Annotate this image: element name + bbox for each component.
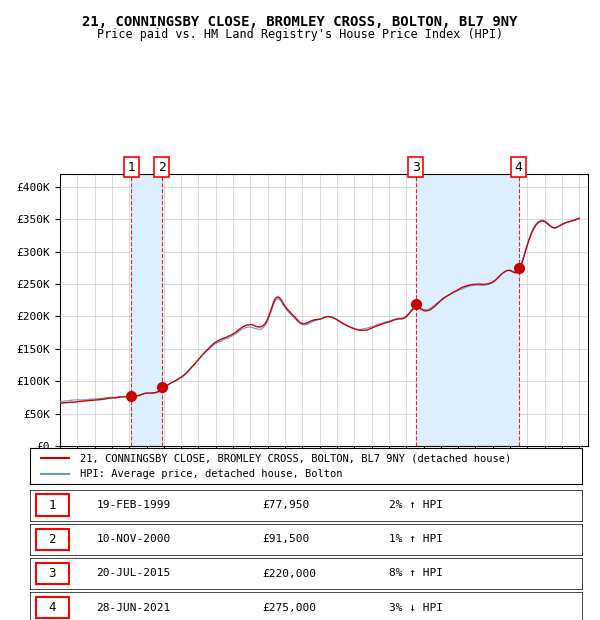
FancyBboxPatch shape (35, 563, 68, 584)
FancyBboxPatch shape (35, 528, 68, 551)
Text: 19-FEB-1999: 19-FEB-1999 (96, 500, 170, 510)
Text: 21, CONNINGSBY CLOSE, BROMLEY CROSS, BOLTON, BL7 9NY: 21, CONNINGSBY CLOSE, BROMLEY CROSS, BOL… (82, 16, 518, 30)
Text: £275,000: £275,000 (262, 603, 316, 613)
Text: 3% ↓ HPI: 3% ↓ HPI (389, 603, 443, 613)
Text: Price paid vs. HM Land Registry's House Price Index (HPI): Price paid vs. HM Land Registry's House … (97, 28, 503, 41)
Text: 4: 4 (515, 161, 523, 174)
Text: 2: 2 (158, 161, 166, 174)
FancyBboxPatch shape (35, 495, 68, 516)
Text: 20-JUL-2015: 20-JUL-2015 (96, 569, 170, 578)
Text: £220,000: £220,000 (262, 569, 316, 578)
Bar (131, 174, 161, 446)
Text: 4: 4 (49, 601, 56, 614)
Text: 1% ↑ HPI: 1% ↑ HPI (389, 534, 443, 544)
Text: 3: 3 (49, 567, 56, 580)
Text: £91,500: £91,500 (262, 534, 309, 544)
Text: £77,950: £77,950 (262, 500, 309, 510)
Text: 21, CONNINGSBY CLOSE, BROMLEY CROSS, BOLTON, BL7 9NY (detached house): 21, CONNINGSBY CLOSE, BROMLEY CROSS, BOL… (80, 453, 511, 463)
Text: 28-JUN-2021: 28-JUN-2021 (96, 603, 170, 613)
Bar (416, 174, 518, 446)
Text: 2: 2 (49, 533, 56, 546)
Text: HPI: Average price, detached house, Bolton: HPI: Average price, detached house, Bolt… (80, 469, 342, 479)
Text: 10-NOV-2000: 10-NOV-2000 (96, 534, 170, 544)
Text: 8% ↑ HPI: 8% ↑ HPI (389, 569, 443, 578)
Text: 1: 1 (127, 161, 135, 174)
Text: 1: 1 (49, 499, 56, 511)
Text: 3: 3 (412, 161, 419, 174)
FancyBboxPatch shape (35, 596, 68, 618)
Text: 2% ↑ HPI: 2% ↑ HPI (389, 500, 443, 510)
